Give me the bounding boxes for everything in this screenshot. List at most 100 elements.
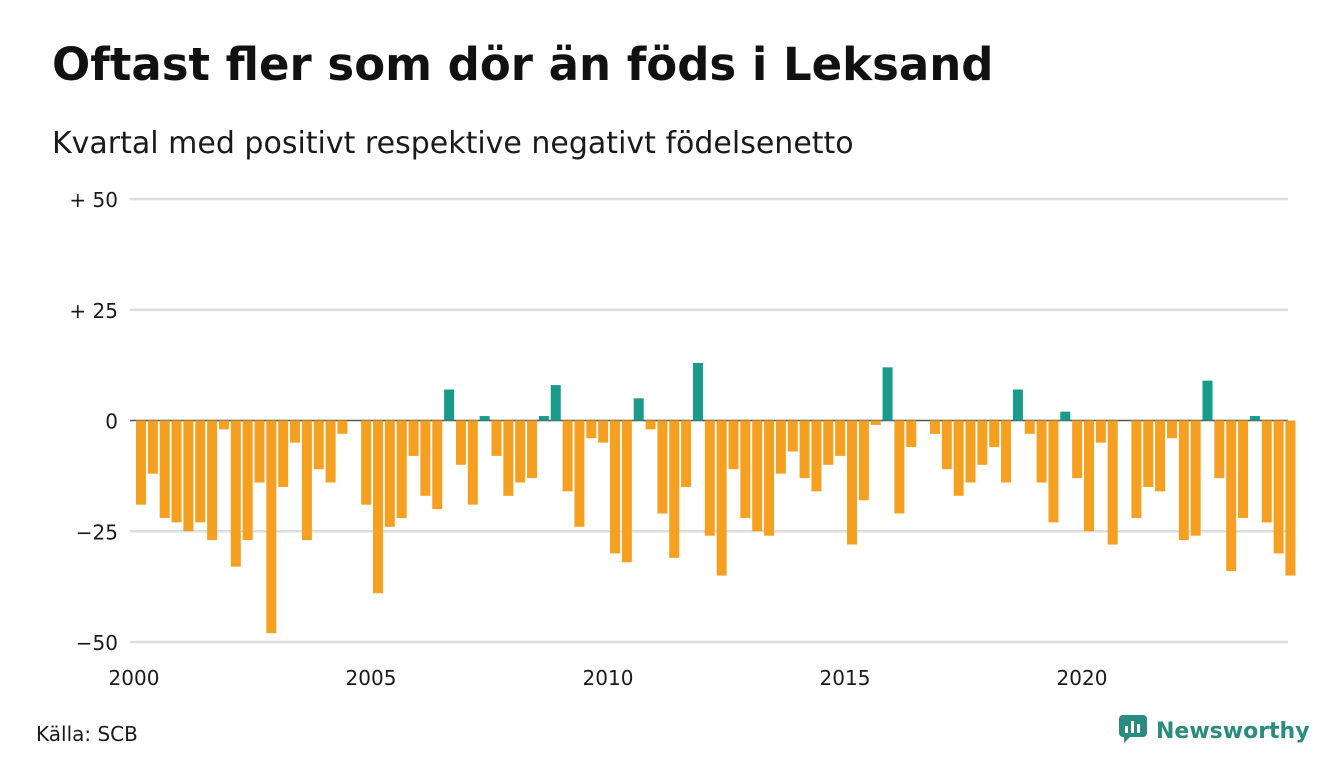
bar-negative bbox=[183, 420, 194, 532]
y-tick-label: 0 bbox=[105, 410, 118, 434]
bar-positive bbox=[538, 416, 549, 421]
bar-negative bbox=[147, 420, 158, 474]
bar-negative bbox=[598, 420, 609, 443]
bar-negative bbox=[1261, 420, 1272, 523]
bar-negative bbox=[728, 420, 739, 470]
x-tick-label: 2000 bbox=[109, 666, 160, 690]
source-note: Källa: SCB bbox=[36, 722, 138, 746]
bar-negative bbox=[159, 420, 170, 518]
x-tick-label: 2010 bbox=[583, 666, 634, 690]
bar-negative bbox=[894, 420, 905, 514]
bar-negative bbox=[1001, 420, 1012, 483]
bar-negative bbox=[1131, 420, 1142, 518]
bar-negative bbox=[835, 420, 846, 456]
bar-negative bbox=[1024, 420, 1035, 434]
x-tick-label: 2015 bbox=[820, 666, 871, 690]
bar-negative bbox=[870, 420, 881, 425]
bar-positive bbox=[1060, 411, 1071, 421]
bar-negative bbox=[242, 420, 253, 541]
bar-negative bbox=[230, 420, 241, 567]
bar-negative bbox=[420, 420, 431, 496]
bar-negative bbox=[1285, 420, 1296, 576]
x-tick-label: 2020 bbox=[1057, 666, 1108, 690]
x-axis-ticks: 2000 2005 2010 2015 2020 bbox=[109, 666, 1108, 690]
bar-negative bbox=[823, 420, 834, 465]
bar-negative bbox=[586, 420, 597, 439]
bar-negative bbox=[858, 420, 869, 501]
bar-negative bbox=[266, 420, 277, 634]
bar-negative bbox=[716, 420, 727, 576]
bar-negative bbox=[503, 420, 514, 496]
bar-negative bbox=[373, 420, 383, 594]
bar-negative bbox=[929, 420, 940, 434]
bar-negative bbox=[764, 420, 775, 536]
y-tick-label: −50 bbox=[76, 631, 118, 655]
newsworthy-logo-icon bbox=[1118, 714, 1148, 748]
bar-negative bbox=[1166, 420, 1177, 439]
bar-negative bbox=[396, 420, 407, 518]
bar-negative bbox=[171, 420, 182, 523]
bar-negative bbox=[290, 420, 301, 443]
bar-negative bbox=[1190, 420, 1201, 536]
bar-negative bbox=[1143, 420, 1154, 487]
bar-negative bbox=[645, 420, 656, 430]
bar-negative bbox=[1273, 420, 1284, 554]
bar-positive bbox=[692, 362, 703, 421]
bar-positive bbox=[633, 398, 644, 421]
bar-negative bbox=[752, 420, 763, 532]
bar-negative bbox=[574, 420, 585, 527]
bar-negative bbox=[681, 420, 692, 487]
bar-negative bbox=[610, 420, 620, 554]
bar-positive bbox=[882, 367, 893, 421]
x-tick-label: 2005 bbox=[346, 666, 397, 690]
bar-negative bbox=[1226, 420, 1237, 572]
bar-positive bbox=[550, 385, 561, 421]
bar-negative bbox=[1107, 420, 1118, 545]
bar-positive bbox=[1249, 416, 1260, 421]
bar-negative bbox=[1178, 420, 1189, 541]
chart-title: Oftast fler som dör än föds i Leksand bbox=[52, 38, 994, 91]
bar-negative bbox=[515, 420, 526, 483]
bar-negative bbox=[1238, 420, 1249, 518]
brand-name: Newsworthy bbox=[1156, 718, 1310, 744]
bar-positive bbox=[479, 416, 490, 421]
brand-logo[interactable]: Newsworthy bbox=[1118, 714, 1310, 748]
bar-negative bbox=[562, 420, 573, 492]
bar-negative bbox=[740, 420, 751, 518]
bar-negative bbox=[704, 420, 715, 536]
bar-negative bbox=[455, 420, 466, 465]
bar-negative bbox=[361, 420, 372, 505]
bar-negative bbox=[207, 420, 218, 541]
y-tick-label: + 50 bbox=[69, 188, 118, 212]
bar-negative bbox=[1036, 420, 1047, 483]
bar-negative bbox=[657, 420, 668, 514]
bar-negative bbox=[621, 420, 632, 563]
bars bbox=[136, 362, 1296, 634]
bar-negative bbox=[301, 420, 312, 541]
bar-negative bbox=[989, 420, 1000, 448]
bar-negative bbox=[906, 420, 917, 448]
bar-negative bbox=[325, 420, 336, 483]
bar-negative bbox=[218, 420, 229, 430]
bar-negative bbox=[775, 420, 786, 474]
bar-negative bbox=[337, 420, 348, 434]
bar-negative bbox=[977, 420, 988, 465]
bar-negative bbox=[491, 420, 502, 456]
bar-negative bbox=[467, 420, 478, 505]
bar-negative bbox=[195, 420, 206, 523]
bar-negative bbox=[1072, 420, 1083, 479]
bar-negative bbox=[1155, 420, 1166, 492]
bar-negative bbox=[965, 420, 976, 483]
bar-negative bbox=[136, 420, 146, 505]
bar-negative bbox=[811, 420, 822, 492]
bar-negative bbox=[847, 420, 857, 545]
bar-negative bbox=[1095, 420, 1106, 443]
bar-negative bbox=[313, 420, 324, 470]
bar-positive bbox=[444, 389, 455, 421]
y-axis-ticks: + 50 + 25 0 −25 −50 bbox=[69, 188, 118, 655]
bar-negative bbox=[527, 420, 538, 479]
bar-negative bbox=[1084, 420, 1094, 532]
bar-negative bbox=[278, 420, 289, 487]
bar-positive bbox=[1012, 389, 1023, 421]
